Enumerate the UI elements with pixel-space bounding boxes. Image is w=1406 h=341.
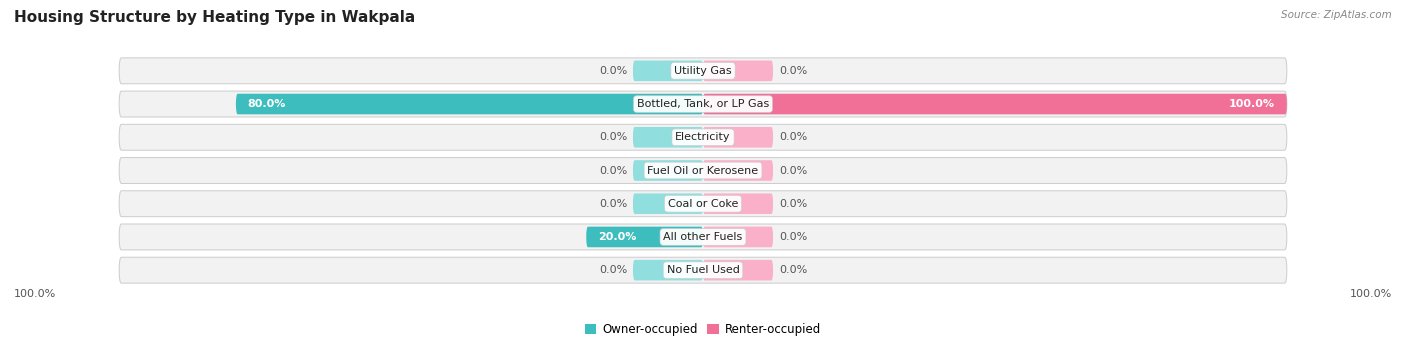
- Text: 0.0%: 0.0%: [599, 165, 627, 176]
- Text: Bottled, Tank, or LP Gas: Bottled, Tank, or LP Gas: [637, 99, 769, 109]
- FancyBboxPatch shape: [120, 257, 1286, 283]
- Text: 100.0%: 100.0%: [1350, 289, 1392, 299]
- FancyBboxPatch shape: [120, 158, 1286, 183]
- Text: 0.0%: 0.0%: [599, 132, 627, 142]
- FancyBboxPatch shape: [703, 193, 773, 214]
- FancyBboxPatch shape: [120, 191, 1286, 217]
- FancyBboxPatch shape: [633, 193, 703, 214]
- FancyBboxPatch shape: [703, 127, 773, 148]
- FancyBboxPatch shape: [703, 227, 773, 247]
- Text: 0.0%: 0.0%: [599, 265, 627, 275]
- Text: No Fuel Used: No Fuel Used: [666, 265, 740, 275]
- FancyBboxPatch shape: [120, 91, 1286, 117]
- Text: 0.0%: 0.0%: [599, 199, 627, 209]
- FancyBboxPatch shape: [120, 224, 1286, 250]
- Text: 100.0%: 100.0%: [14, 289, 56, 299]
- FancyBboxPatch shape: [633, 60, 703, 81]
- FancyBboxPatch shape: [633, 160, 703, 181]
- Text: Coal or Coke: Coal or Coke: [668, 199, 738, 209]
- FancyBboxPatch shape: [236, 94, 703, 114]
- Text: 0.0%: 0.0%: [779, 165, 807, 176]
- Text: Source: ZipAtlas.com: Source: ZipAtlas.com: [1281, 10, 1392, 20]
- Text: 0.0%: 0.0%: [779, 265, 807, 275]
- Text: 80.0%: 80.0%: [247, 99, 285, 109]
- Legend: Owner-occupied, Renter-occupied: Owner-occupied, Renter-occupied: [579, 318, 827, 341]
- Text: Housing Structure by Heating Type in Wakpala: Housing Structure by Heating Type in Wak…: [14, 10, 415, 25]
- FancyBboxPatch shape: [703, 260, 773, 281]
- Text: All other Fuels: All other Fuels: [664, 232, 742, 242]
- FancyBboxPatch shape: [633, 260, 703, 281]
- Text: 0.0%: 0.0%: [599, 66, 627, 76]
- FancyBboxPatch shape: [120, 58, 1286, 84]
- FancyBboxPatch shape: [120, 124, 1286, 150]
- Text: Electricity: Electricity: [675, 132, 731, 142]
- Text: Fuel Oil or Kerosene: Fuel Oil or Kerosene: [647, 165, 759, 176]
- FancyBboxPatch shape: [586, 227, 703, 247]
- FancyBboxPatch shape: [703, 94, 1286, 114]
- Text: 100.0%: 100.0%: [1229, 99, 1275, 109]
- Text: Utility Gas: Utility Gas: [675, 66, 731, 76]
- FancyBboxPatch shape: [703, 160, 773, 181]
- Text: 0.0%: 0.0%: [779, 232, 807, 242]
- Text: 0.0%: 0.0%: [779, 132, 807, 142]
- FancyBboxPatch shape: [703, 60, 773, 81]
- Text: 0.0%: 0.0%: [779, 199, 807, 209]
- Text: 0.0%: 0.0%: [779, 66, 807, 76]
- Text: 20.0%: 20.0%: [598, 232, 637, 242]
- FancyBboxPatch shape: [633, 127, 703, 148]
